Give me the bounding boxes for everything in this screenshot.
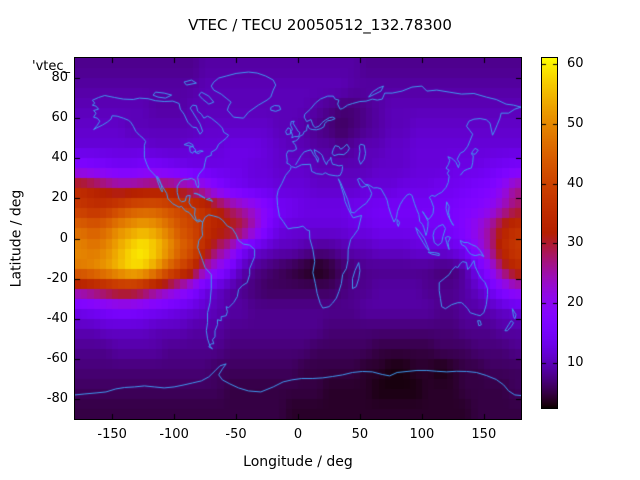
colorbar-tick-label: 10 <box>567 355 584 371</box>
y-tick-label: -40 <box>46 310 68 326</box>
heatmap-canvas <box>75 58 521 419</box>
y-tick-label: -20 <box>46 270 68 286</box>
plot-area <box>74 57 522 420</box>
y-tick-label: 40 <box>51 150 68 166</box>
colorbar-tick-label: 30 <box>567 235 584 251</box>
series-key-label: 'vtec_ <box>32 59 71 74</box>
y-tick-label: -80 <box>46 390 68 406</box>
colorbar-canvas <box>542 58 557 408</box>
plot-title: VTEC / TECU 20050512_132.78300 <box>188 16 452 34</box>
x-tick-label: 50 <box>351 427 369 442</box>
colorbar-tick-label: 60 <box>567 55 584 71</box>
x-tick-label: -50 <box>225 427 247 442</box>
y-tick-label: 0 <box>59 230 68 246</box>
y-tick-label: 20 <box>51 190 68 206</box>
y-tick-label: -60 <box>46 350 68 366</box>
colorbar-tick-label: 20 <box>567 295 584 311</box>
colorbar-tick-label: 40 <box>567 175 584 191</box>
x-tick-label: -100 <box>159 427 189 442</box>
x-axis-label: Longitude / deg <box>243 454 353 470</box>
colorbar <box>541 57 558 409</box>
x-tick-label: 0 <box>293 427 303 442</box>
x-tick-label: 100 <box>409 427 435 442</box>
colorbar-tick-label: 50 <box>567 115 584 131</box>
x-tick-label: -150 <box>97 427 127 442</box>
y-tick-label: 60 <box>51 110 68 126</box>
x-tick-label: 150 <box>471 427 497 442</box>
y-tick-label: 80 <box>51 70 68 86</box>
